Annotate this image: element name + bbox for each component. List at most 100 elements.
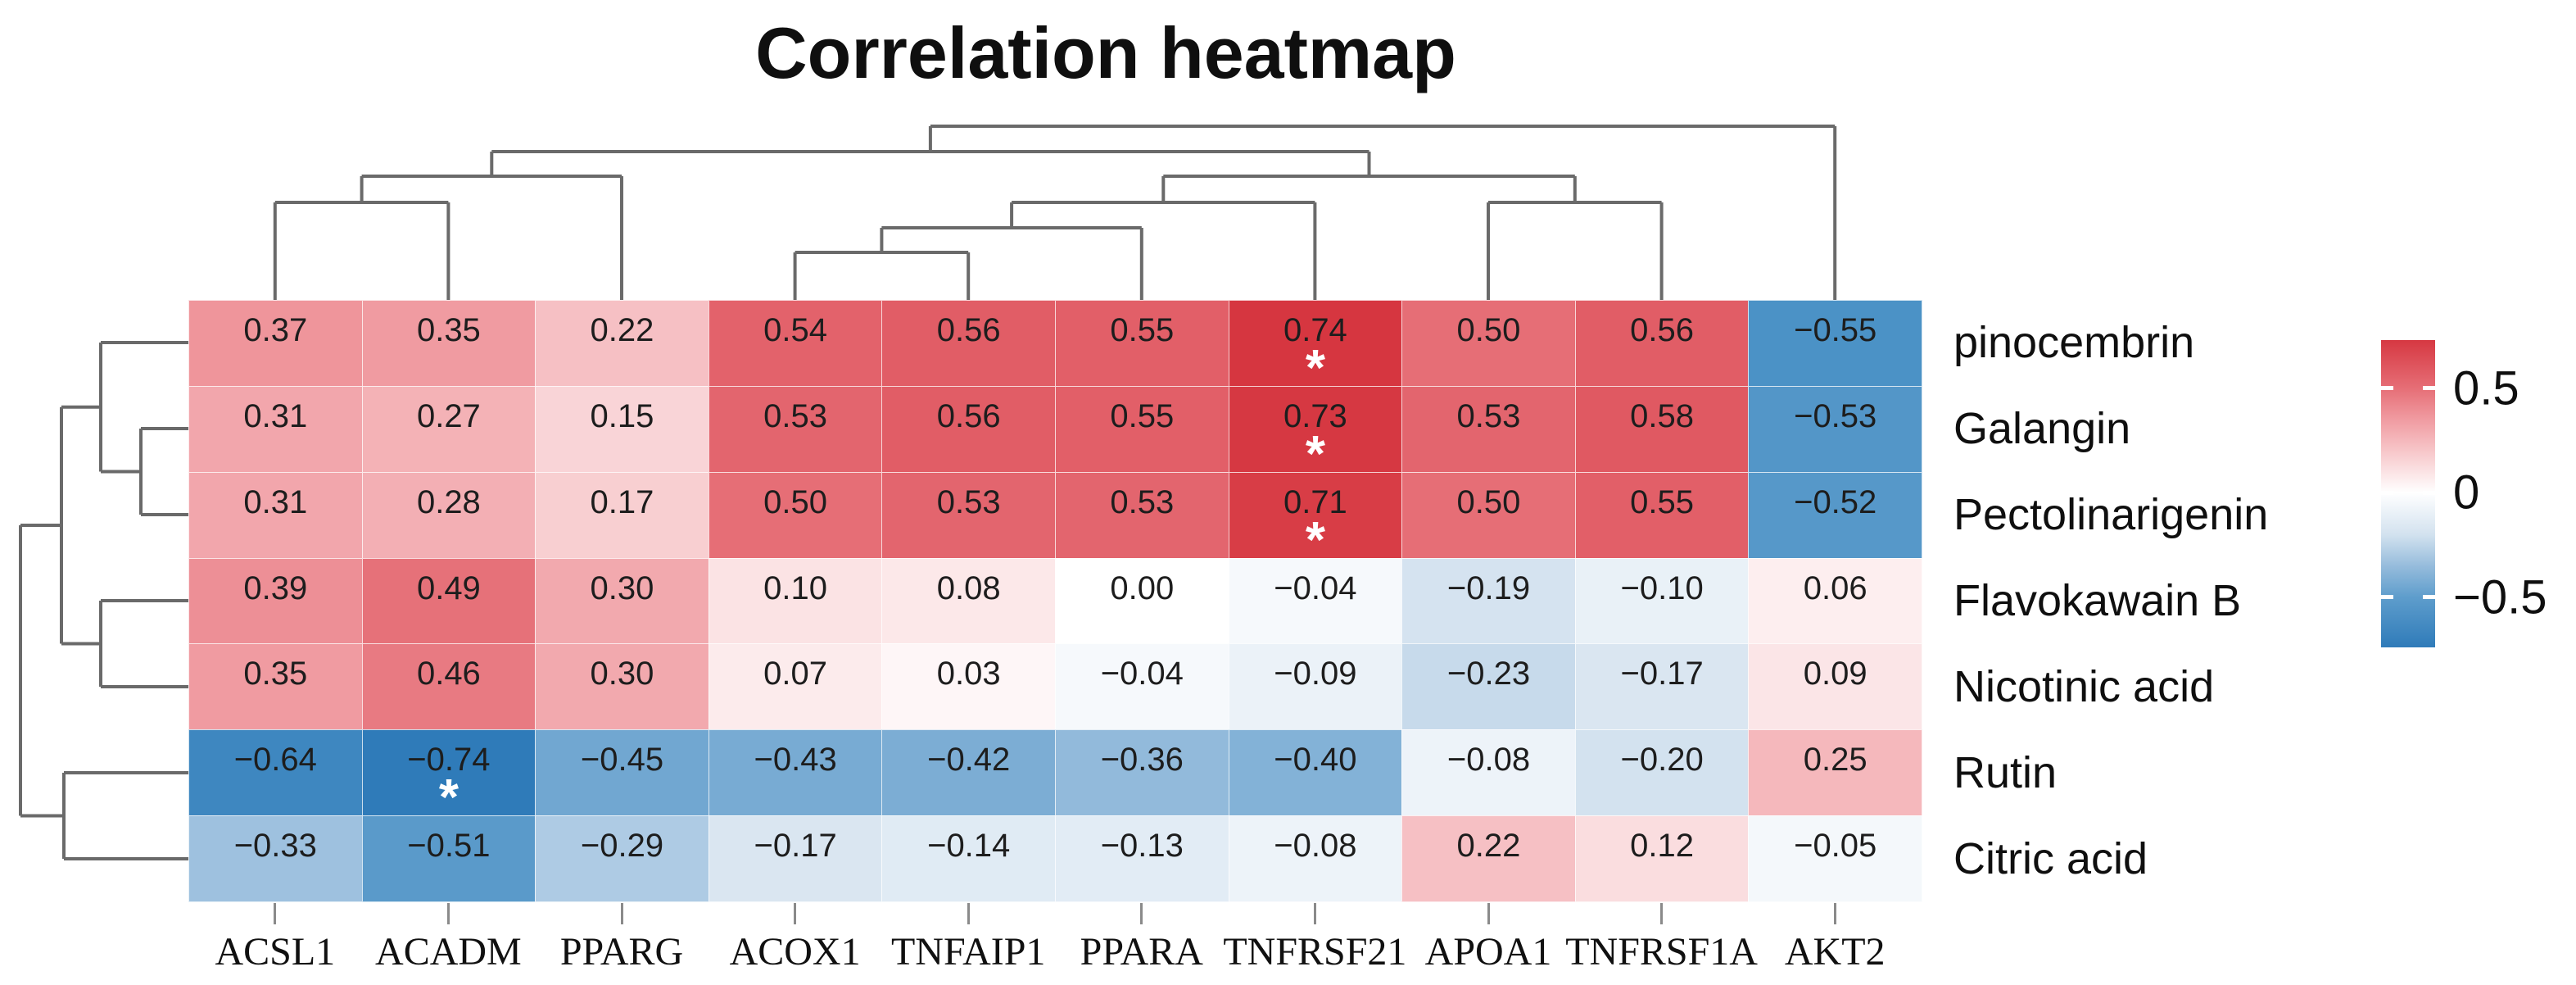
heatmap-cell: 0.03 xyxy=(881,643,1056,731)
heatmap-cell: 0.56 xyxy=(1574,300,1750,387)
cell-value: −0.19 xyxy=(1446,570,1531,606)
heatmap-cell: 0.31 xyxy=(188,471,363,559)
heatmap-cell: 0.39 xyxy=(188,557,363,645)
colorbar-tick-label: −0.5 xyxy=(2453,570,2547,624)
significance-asterisk: * xyxy=(1305,425,1325,483)
cell-value: 0.73 xyxy=(1283,397,1347,434)
colorbar-tick-label: 0 xyxy=(2453,465,2480,520)
cell-value: 0.53 xyxy=(763,397,828,434)
heatmap-cell: 0.58 xyxy=(1574,385,1750,473)
heatmap-cell: 0.00 xyxy=(1055,557,1229,645)
heatmap-cell: 0.25 xyxy=(1748,729,1922,817)
heatmap-cell: 0.10 xyxy=(708,557,883,645)
column-label: PPARG xyxy=(559,930,684,974)
colorbar-tick-dash xyxy=(2381,490,2393,495)
cell-value: −0.53 xyxy=(1794,397,1877,434)
cell-value: 0.22 xyxy=(1456,828,1521,865)
row-label: Galangin xyxy=(1954,404,2131,454)
column-tick xyxy=(446,903,450,924)
cell-value: 0.07 xyxy=(763,656,828,692)
heatmap-cell: −0.42 xyxy=(881,729,1056,817)
cell-value: 0.53 xyxy=(1456,397,1521,434)
heatmap-cell: −0.33 xyxy=(188,815,363,902)
cell-value: −0.09 xyxy=(1274,656,1357,692)
cell-value: −0.10 xyxy=(1620,570,1704,606)
heatmap-cell: −0.04 xyxy=(1228,557,1403,645)
cell-value: 0.30 xyxy=(590,570,654,606)
heatmap-cell: 0.07 xyxy=(708,643,883,731)
heatmap-cell: 0.50 xyxy=(1401,471,1576,559)
cell-value: −0.52 xyxy=(1794,483,1877,520)
column-label: ACSL1 xyxy=(215,930,336,974)
cell-value: 0.22 xyxy=(590,312,654,348)
cell-value: −0.42 xyxy=(927,742,1011,778)
row-label: Nicotinic acid xyxy=(1954,661,2215,711)
cell-value: −0.04 xyxy=(1274,570,1357,606)
column-tick xyxy=(1313,903,1316,924)
cell-value: 0.55 xyxy=(1630,483,1695,520)
cell-value: 0.35 xyxy=(416,312,481,348)
cell-value: −0.29 xyxy=(580,828,664,865)
cell-value: −0.55 xyxy=(1794,312,1877,348)
heatmap-cell: −0.08 xyxy=(1401,729,1576,817)
heatmap-cell: 0.71 * xyxy=(1228,471,1403,565)
heatmap-cell: −0.51 xyxy=(361,815,536,902)
heatmap-cell: −0.17 xyxy=(708,815,883,902)
chart-title: Correlation heatmap xyxy=(755,12,1456,93)
cell-value: 0.56 xyxy=(936,312,1001,348)
heatmap-cell: −0.40 xyxy=(1228,729,1403,817)
heatmap-cell: 0.12 xyxy=(1574,815,1750,902)
heatmap-cell: −0.43 xyxy=(708,729,883,817)
column-tick xyxy=(1140,903,1143,924)
column-tick xyxy=(967,903,970,924)
cell-value: −0.43 xyxy=(754,742,837,778)
heatmap-cell: −0.14 xyxy=(881,815,1056,902)
heatmap-cell: 0.35 xyxy=(361,300,536,387)
column-tick xyxy=(620,903,623,924)
heatmap-cell: −0.29 xyxy=(535,815,709,902)
colorbar-tick-dash xyxy=(2381,595,2393,600)
column-tick xyxy=(794,903,797,924)
heatmap-cell: 0.22 xyxy=(535,300,709,387)
cell-value: 0.09 xyxy=(1803,656,1867,692)
row-label: Pectolinarigenin xyxy=(1954,490,2269,540)
heatmap-cell: −0.74 * xyxy=(361,729,536,824)
column-label: APOA1 xyxy=(1424,930,1552,974)
heatmap-cell: 0.55 xyxy=(1055,385,1229,473)
heatmap-cell: −0.55 xyxy=(1748,300,1922,387)
cell-value: 0.27 xyxy=(416,397,481,434)
cell-value: 0.25 xyxy=(1803,742,1867,778)
heatmap-cell: 0.08 xyxy=(881,557,1056,645)
column-tick xyxy=(1487,903,1490,924)
column-label: ACADM xyxy=(375,930,522,974)
heatmap-cell: −0.05 xyxy=(1748,815,1922,902)
column-tick xyxy=(1660,903,1664,924)
cell-value: 0.49 xyxy=(416,570,481,606)
heatmap-cell: −0.04 xyxy=(1055,643,1229,731)
heatmap-cell: −0.08 xyxy=(1228,815,1403,902)
column-label: TNFRSF1A xyxy=(1565,930,1758,974)
heatmap-cell: −0.64 xyxy=(188,729,363,817)
column-label: PPARA xyxy=(1080,930,1203,974)
cell-value: 0.50 xyxy=(763,483,828,520)
heatmap-cell: −0.20 xyxy=(1574,729,1750,817)
row-label: pinocembrin xyxy=(1954,318,2195,368)
cell-value: 0.50 xyxy=(1456,483,1521,520)
cell-value: −0.20 xyxy=(1620,742,1704,778)
cell-value: 0.56 xyxy=(1630,312,1695,348)
cell-value: 0.55 xyxy=(1110,397,1175,434)
cell-value: −0.17 xyxy=(754,828,837,865)
heatmap-cell: 0.31 xyxy=(188,385,363,473)
cell-value: 0.58 xyxy=(1630,397,1695,434)
heatmap-cell: 0.30 xyxy=(535,557,709,645)
cell-value: 0.06 xyxy=(1803,570,1867,606)
heatmap-cell: −0.09 xyxy=(1228,643,1403,731)
cell-value: −0.40 xyxy=(1274,742,1357,778)
heatmap-cell: 0.35 xyxy=(188,643,363,731)
cell-value: 0.08 xyxy=(936,570,1001,606)
column-label: AKT2 xyxy=(1784,930,1886,974)
heatmap-cell: 0.54 xyxy=(708,300,883,387)
cell-value: 0.54 xyxy=(763,312,828,348)
cell-value: 0.12 xyxy=(1630,828,1695,865)
